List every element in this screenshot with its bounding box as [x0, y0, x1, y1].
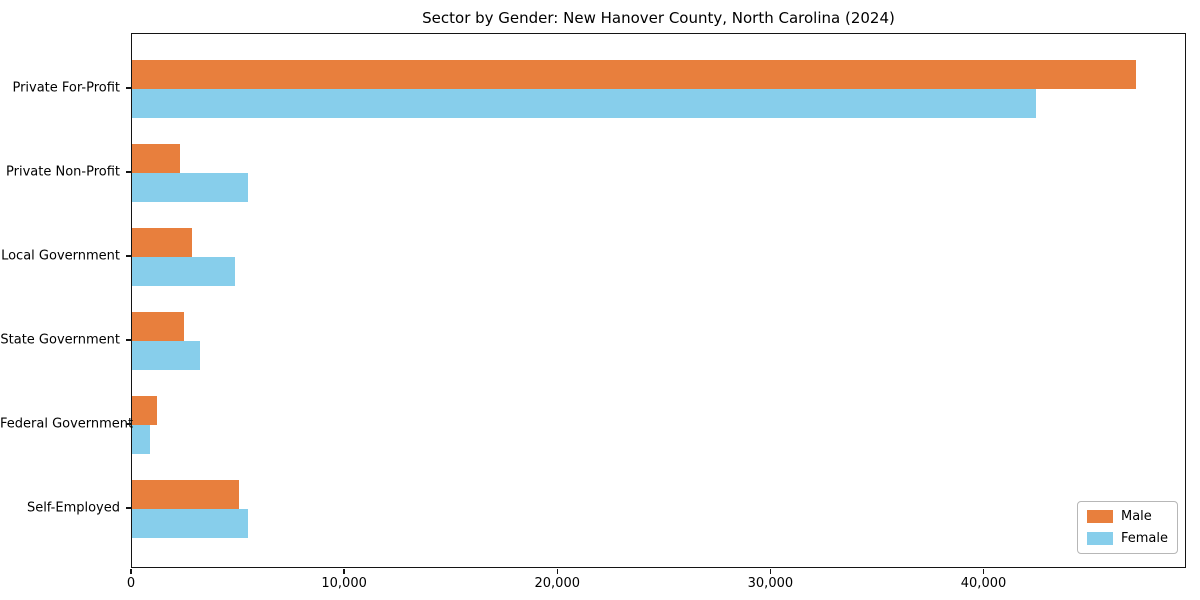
x-tick-label-30000: 30,000: [747, 576, 794, 591]
bar-female-private-for-profit: [132, 89, 1036, 118]
x-tick-label-40000: 40,000: [960, 576, 1007, 591]
bar-female-self-employed: [132, 509, 249, 538]
x-tick-mark: [982, 569, 985, 574]
bar-male-local-government: [132, 228, 192, 257]
legend: Male Female: [1076, 501, 1178, 554]
bar-female-private-non-profit: [132, 173, 249, 202]
y-tick-label-state-government: State Government: [0, 332, 120, 348]
y-tick-mark: [126, 171, 131, 173]
bar-male-self-employed: [132, 480, 239, 509]
bar-male-state-government: [132, 312, 185, 341]
bar-male-federal-government: [132, 396, 157, 425]
x-tick-label-0: 0: [126, 576, 136, 591]
y-tick-mark: [126, 87, 131, 89]
y-tick-mark: [126, 339, 131, 341]
plot-area: Male Female: [131, 33, 1186, 568]
x-tick-mark: [556, 569, 558, 574]
chart-title: Sector by Gender: New Hanover County, No…: [422, 9, 895, 27]
bar-male-private-for-profit: [132, 60, 1136, 89]
y-tick-mark: [126, 255, 131, 257]
legend-label-male: Male: [1120, 509, 1152, 524]
bar-female-federal-government: [132, 425, 151, 454]
y-tick-label-private-for-profit: Private For-Profit: [12, 80, 120, 96]
y-tick-label-local-government: Local Government: [1, 248, 120, 264]
x-tick-mark: [769, 569, 772, 574]
x-tick-mark: [343, 569, 345, 574]
bar-male-private-non-profit: [132, 144, 180, 173]
bar-female-local-government: [132, 257, 236, 286]
y-tick-mark: [126, 507, 131, 509]
legend-swatch-female: [1086, 532, 1113, 545]
legend-swatch-male: [1086, 510, 1113, 523]
x-tick-label-20000: 20,000: [534, 576, 581, 591]
y-tick-label-private-non-profit: Private Non-Profit: [6, 164, 120, 180]
legend-label-female: Female: [1120, 531, 1168, 546]
legend-item-female: Female: [1086, 531, 1168, 546]
y-tick-label-self-employed: Self-Employed: [26, 500, 120, 516]
y-tick-label-federal-government: Federal Government: [0, 416, 134, 432]
x-tick-label-10000: 10,000: [321, 576, 367, 591]
y-tick-mark: [126, 423, 131, 425]
legend-item-male: Male: [1086, 509, 1168, 524]
x-tick-mark: [130, 569, 132, 574]
bar-female-state-government: [132, 341, 201, 370]
